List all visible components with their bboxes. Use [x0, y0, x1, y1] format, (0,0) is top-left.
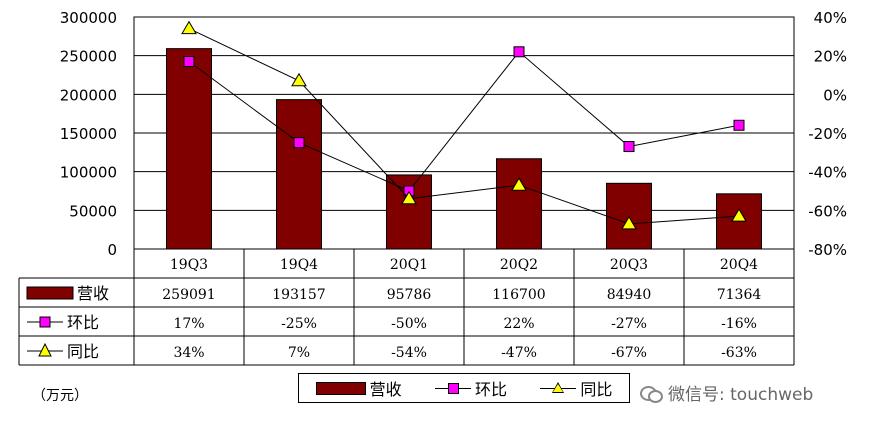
cell-value: 95786 — [387, 287, 432, 303]
y-axis-left: 300000 250000 200000 150000 100000 50000 0 — [60, 9, 117, 259]
y2-tick-label: 20% — [814, 48, 847, 66]
legend-label-revenue: 营收 — [369, 380, 402, 399]
category-label-20Q4: 20Q4 — [720, 257, 758, 273]
line-series — [181, 20, 747, 230]
y2-tick-label: 0% — [823, 86, 847, 104]
legend-bar-swatch — [315, 381, 366, 395]
cell-value: 116700 — [492, 287, 545, 303]
data-table: 19Q3 19Q4 20Q1 20Q2 20Q3 20Q4 营收 259091 193157 95… — [18, 249, 795, 366]
legend: 营收 环比 同比 — [298, 373, 630, 403]
bar-series — [166, 48, 762, 250]
row-key-bar — [26, 286, 74, 300]
cell-value: 259091 — [162, 287, 215, 303]
y-tick-label: 300000 — [60, 9, 117, 27]
cell-value: -16% — [721, 316, 757, 332]
cell-value: 17% — [173, 316, 204, 332]
legend-item-revenue: 营收 — [315, 376, 402, 400]
category-label-19Q4: 19Q4 — [280, 257, 318, 273]
point-mom-20Q2 — [513, 46, 525, 58]
watermark: 微信号: touchweb — [640, 380, 813, 405]
bar-19Q4 — [276, 99, 322, 250]
y2-tick-label: -40% — [808, 164, 847, 182]
cell-value: 34% — [173, 345, 204, 361]
point-yoy-20Q2 — [511, 177, 527, 191]
cell-value: -25% — [281, 316, 317, 332]
category-label-20Q2: 20Q2 — [500, 257, 538, 273]
point-mom-20Q3 — [623, 141, 635, 153]
legend-square-marker-icon — [434, 382, 471, 394]
watermark-text: 微信号: touchweb — [668, 385, 814, 405]
row-key-triangle — [38, 342, 52, 357]
point-yoy-20Q1 — [401, 190, 417, 205]
category-label-20Q3: 20Q3 — [610, 257, 648, 273]
y-tick-label: 200000 — [60, 86, 117, 104]
point-yoy-20Q4 — [731, 208, 747, 222]
legend-triangle-marker-icon — [540, 382, 577, 394]
y2-tick-label: -20% — [808, 125, 847, 143]
cell-value: -54% — [391, 345, 427, 361]
category-label-19Q3: 19Q3 — [170, 257, 208, 273]
cell-value: 84940 — [607, 287, 652, 303]
row-key-square — [39, 316, 51, 328]
y2-tick-label: -60% — [808, 202, 847, 220]
bar-20Q2 — [496, 158, 542, 250]
point-yoy-20Q3 — [621, 215, 637, 230]
point-mom-20Q4 — [733, 119, 745, 131]
wechat-icon — [640, 384, 663, 403]
y-axis-right: 40% 20% 0% -20% -40% -60% -80% — [808, 9, 847, 259]
cell-value: -63% — [721, 345, 757, 361]
cell-value: -27% — [611, 316, 647, 332]
bar-19Q3 — [166, 48, 212, 250]
cell-value: 71364 — [717, 287, 762, 303]
cell-value: 7% — [288, 345, 310, 361]
point-yoy-19Q4 — [291, 72, 307, 87]
cell-value: 22% — [503, 316, 534, 332]
legend-item-yoy: 同比 — [540, 376, 612, 400]
row-label: 环比 — [67, 313, 99, 332]
point-yoy-19Q3 — [181, 20, 197, 35]
point-mom-19Q4 — [293, 137, 305, 149]
y-tick-label: 0 — [107, 241, 117, 259]
unit-label: （万元） — [32, 388, 88, 404]
y-tick-label: 250000 — [60, 48, 117, 66]
cell-value: 193157 — [272, 287, 325, 303]
cell-value: -50% — [391, 316, 427, 332]
cell-value: -47% — [501, 345, 537, 361]
y2-tick-label: 40% — [814, 9, 847, 27]
cell-value: -67% — [611, 345, 647, 361]
point-mom-19Q3 — [183, 55, 195, 67]
y-tick-label: 150000 — [60, 125, 117, 143]
line-mom — [188, 51, 740, 192]
legend-label-mom: 环比 — [474, 380, 507, 399]
legend-item-mom: 环比 — [434, 376, 507, 400]
y2-tick-label: -80% — [808, 241, 847, 259]
y-tick-label: 50000 — [69, 202, 117, 220]
row-label: 同比 — [67, 342, 99, 361]
grid-lines — [134, 16, 794, 250]
legend-label-yoy: 同比 — [580, 380, 613, 399]
row-label: 营收 — [77, 284, 109, 303]
line-yoy — [188, 28, 740, 225]
category-label-20Q1: 20Q1 — [390, 257, 428, 273]
bar-20Q3 — [606, 182, 652, 250]
y-tick-label: 100000 — [60, 164, 117, 182]
